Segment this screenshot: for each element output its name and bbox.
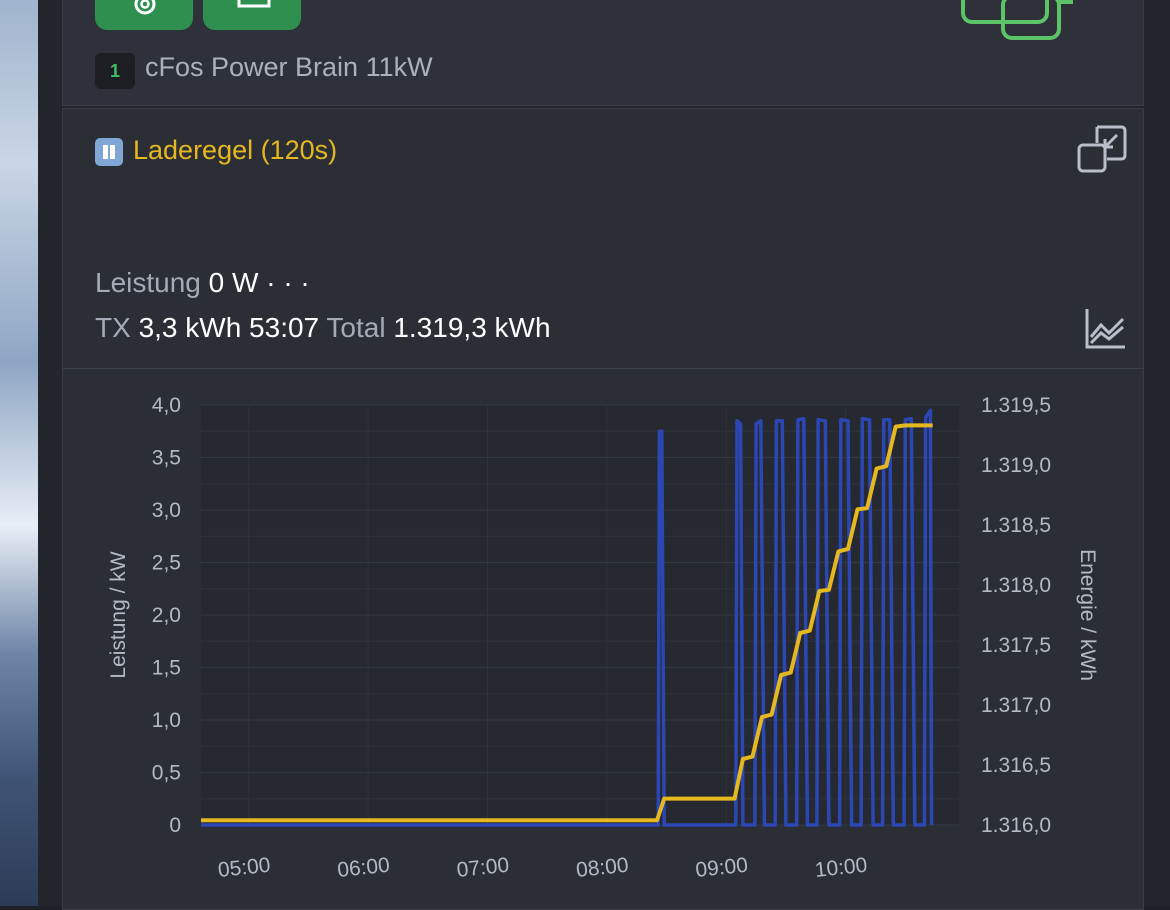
divider [63,368,1143,369]
energy-stat: TX 3,3 kWh 53:07 Total 1.319,3 kWh [95,312,551,344]
power-label: Leistung [95,267,201,298]
y-axis-title: Leistung / kW [107,551,130,678]
y-tick-label: 2,0 [152,604,181,627]
x-tick-label: 07:00 [456,854,511,882]
y2-tick-label: 1.317,5 [981,634,1051,657]
more-menu[interactable]: · · · [266,267,310,298]
power-stat: Leistung 0 W · · · [95,267,310,299]
tx-value: 3,3 kWh 53:07 [138,312,320,343]
total-label: Total [326,312,386,343]
chart-icon[interactable] [1085,307,1127,349]
y-tick-label: 3,5 [152,447,181,470]
power-value: 0 W [208,267,259,298]
y2-tick-label: 1.317,0 [981,694,1051,717]
power-series-line [201,408,934,827]
gear-icon [134,0,156,15]
charging-rule-card: Laderegel (120s) Leistung 0 W · · · TX 3… [62,108,1144,910]
x-tick-label: 10:00 [814,854,869,882]
y-tick-label: 2,5 [152,552,181,575]
y-tick-label: 1,0 [152,709,181,732]
y2-axis-title: Energie / kWh [1076,549,1099,681]
device-card: 1 cFos Power Brain 11kW [62,0,1144,106]
tx-label: TX [95,312,131,343]
x-tick-label: 06:00 [336,854,391,882]
desktop-wallpaper [0,0,38,906]
y-tick-label: 3,0 [152,499,181,522]
energy-series-line [201,423,933,823]
app-window: 1 cFos Power Brain 11kW Laderegel (120s)… [38,0,1170,910]
settings-button[interactable] [95,0,193,30]
y2-tick-label: 1.319,0 [981,454,1051,477]
y-tick-label: 0 [169,814,181,837]
y2-tick-label: 1.318,5 [981,514,1051,537]
expand-icon[interactable] [1077,125,1127,175]
device-number-badge: 1 [95,53,135,89]
y-tick-label: 1,5 [152,657,181,680]
pause-icon[interactable] [95,138,123,166]
y-tick-label: 4,0 [152,394,181,417]
y-tick-label: 0,5 [152,762,181,785]
rule-title[interactable]: Laderegel (120s) [133,135,338,165]
device-view-button[interactable] [203,0,301,30]
charger-icon [961,0,1073,40]
x-tick-label: 08:00 [575,854,630,882]
y2-tick-label: 1.316,5 [981,754,1051,777]
power-energy-chart: 4,0 3,5 3,0 2,5 2,0 1,5 1,0 0,5 0 1.319,5 1.319,0 1… [107,394,1099,882]
x-tick-label: 05:00 [217,854,272,882]
device-name: cFos Power Brain 11kW [145,52,433,82]
y2-tick-label: 1.316,0 [981,814,1051,837]
y2-tick-label: 1.318,0 [981,574,1051,597]
device-icon [237,0,271,8]
total-value: 1.319,3 kWh [393,312,551,343]
y2-tick-label: 1.319,5 [981,394,1051,417]
x-tick-label: 09:00 [694,854,749,882]
